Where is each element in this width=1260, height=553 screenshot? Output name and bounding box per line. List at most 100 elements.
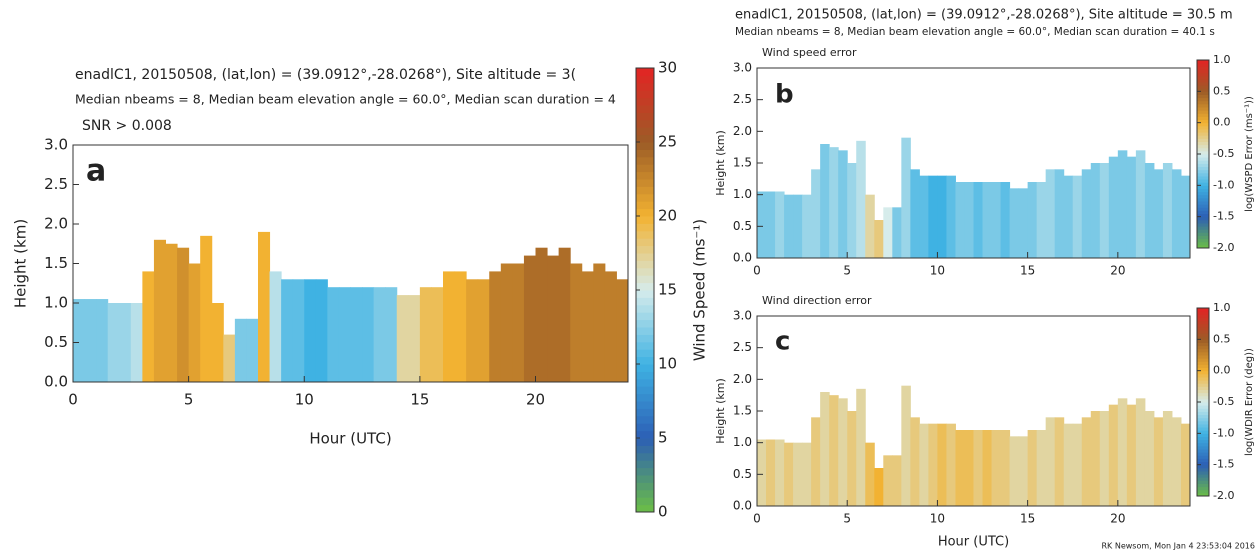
heatmap-column: [142, 271, 155, 382]
colorbar-tick-label: -1.0: [1213, 178, 1234, 191]
x-tick-label: 5: [843, 512, 851, 526]
colorbar-segment: [1197, 414, 1209, 419]
colorbar-segment: [1197, 91, 1209, 95]
heatmap-column: [775, 191, 785, 258]
colorbar-segment: [636, 260, 654, 269]
colorbar-segment: [1197, 147, 1209, 152]
colorbar-segment: [636, 238, 654, 247]
colorbar-segment: [1197, 392, 1209, 397]
y-tick-label: 2.0: [44, 215, 68, 233]
colorbar-tick-label: 5: [658, 429, 668, 447]
y-tick-label: 2.5: [44, 175, 68, 193]
heatmap-column: [892, 207, 902, 258]
colorbar-segment: [636, 112, 654, 121]
colorbar-segment: [1197, 103, 1209, 108]
colorbar-segment: [1197, 370, 1209, 375]
y-tick-label: 0.5: [733, 467, 752, 481]
colorbar-segment: [1197, 66, 1209, 70]
colorbar-segment: [1197, 326, 1209, 331]
heatmap-column: [1180, 423, 1191, 506]
colorbar-segment: [1197, 201, 1209, 205]
colorbar-segment: [1197, 69, 1209, 74]
colorbar-tick-label: -0.5: [1213, 395, 1234, 408]
colorbar-segment: [1197, 398, 1209, 403]
heatmap-column: [1144, 163, 1155, 258]
colorbar-segment: [1197, 420, 1209, 425]
heatmap-column: [1153, 417, 1164, 506]
y-tick-label: 3.0: [733, 61, 752, 75]
colorbar-segment: [1197, 486, 1209, 491]
heatmap-column: [153, 239, 166, 382]
colorbar-segment: [1197, 452, 1209, 456]
colorbar-segment: [636, 97, 654, 106]
heatmap-column: [558, 247, 571, 382]
heatmap-column: [500, 263, 513, 382]
colorbar-segment: [636, 193, 654, 202]
colorbar-segment: [636, 201, 654, 210]
heatmap-column: [593, 263, 606, 382]
heatmap-column: [784, 442, 794, 506]
heatmap-column: [928, 175, 938, 258]
colorbar-segment: [636, 452, 654, 461]
heatmap-column: [847, 163, 857, 258]
colorbar-segment: [636, 475, 654, 483]
heatmap-column: [775, 439, 785, 506]
colorbar-label: log(WSPD Error (ms⁻¹)): [1244, 96, 1255, 212]
colorbar-segment: [1197, 380, 1209, 384]
colorbar-segment: [1197, 367, 1209, 372]
heatmap-column: [838, 398, 848, 506]
colorbar-segment: [1197, 169, 1209, 174]
heatmap-column: [234, 318, 247, 382]
colorbar-segment: [636, 245, 654, 254]
colorbar-segment: [636, 253, 654, 261]
colorbar-segment: [636, 282, 654, 291]
heatmap-column: [811, 169, 821, 258]
heatmap-column: [1099, 411, 1110, 506]
heatmap-column: [1045, 417, 1056, 506]
colorbar-tick-label: 0.5: [1213, 332, 1231, 345]
plot-title: SNR > 0.008: [82, 118, 172, 134]
heatmap-column: [281, 279, 294, 382]
x-tick-label: 20: [1110, 512, 1125, 526]
y-tick-label: 0.0: [733, 251, 752, 265]
heatmap-column: [802, 442, 812, 506]
heatmap-column: [385, 287, 398, 382]
x-tick-label: 20: [1110, 264, 1125, 278]
footer: RK Newsom, Mon Jan 4 23:53:04 2016: [1102, 542, 1256, 551]
x-tick-label: 0: [68, 391, 78, 409]
colorbar-segment: [636, 75, 654, 84]
chart-subtitle: Median nbeams = 8, Median beam elevation…: [75, 92, 616, 107]
colorbar-segment: [636, 171, 654, 180]
chart-subtitle: Median nbeams = 8, Median beam elevation…: [735, 26, 1215, 38]
heatmap-column: [1126, 156, 1137, 258]
heatmap-column: [396, 295, 409, 382]
colorbar-segment: [1197, 222, 1209, 227]
heatmap-column: [928, 423, 938, 506]
colorbar-segment: [636, 393, 654, 402]
colorbar-segment: [636, 415, 654, 424]
heatmap-column: [443, 271, 456, 382]
colorbar-segment: [1197, 436, 1209, 441]
heatmap-column: [512, 263, 525, 382]
colorbar-segment: [1197, 72, 1209, 77]
colorbar-segment: [1197, 317, 1209, 322]
heatmap-column: [784, 194, 794, 258]
colorbar-segment: [1197, 489, 1209, 494]
colorbar-segment: [1197, 229, 1209, 233]
colorbar-segment: [1197, 449, 1209, 453]
heatmap-column: [919, 175, 929, 258]
colorbar-segment: [1197, 329, 1209, 334]
heatmap-column: [820, 392, 830, 506]
colorbar-segment: [1197, 470, 1209, 475]
heatmap-column: [1144, 411, 1155, 506]
colorbar-segment: [1197, 110, 1209, 114]
x-tick-label: 10: [930, 512, 945, 526]
heatmap-column: [130, 303, 143, 382]
x-axis-label: Hour (UTC): [309, 430, 391, 448]
colorbar-segment: [1197, 467, 1209, 472]
heatmap-column: [1081, 169, 1092, 258]
heatmap-column: [570, 263, 583, 382]
x-tick-label: 15: [1020, 264, 1035, 278]
colorbar-segment: [1197, 125, 1209, 130]
colorbar-segment: [1197, 88, 1209, 92]
